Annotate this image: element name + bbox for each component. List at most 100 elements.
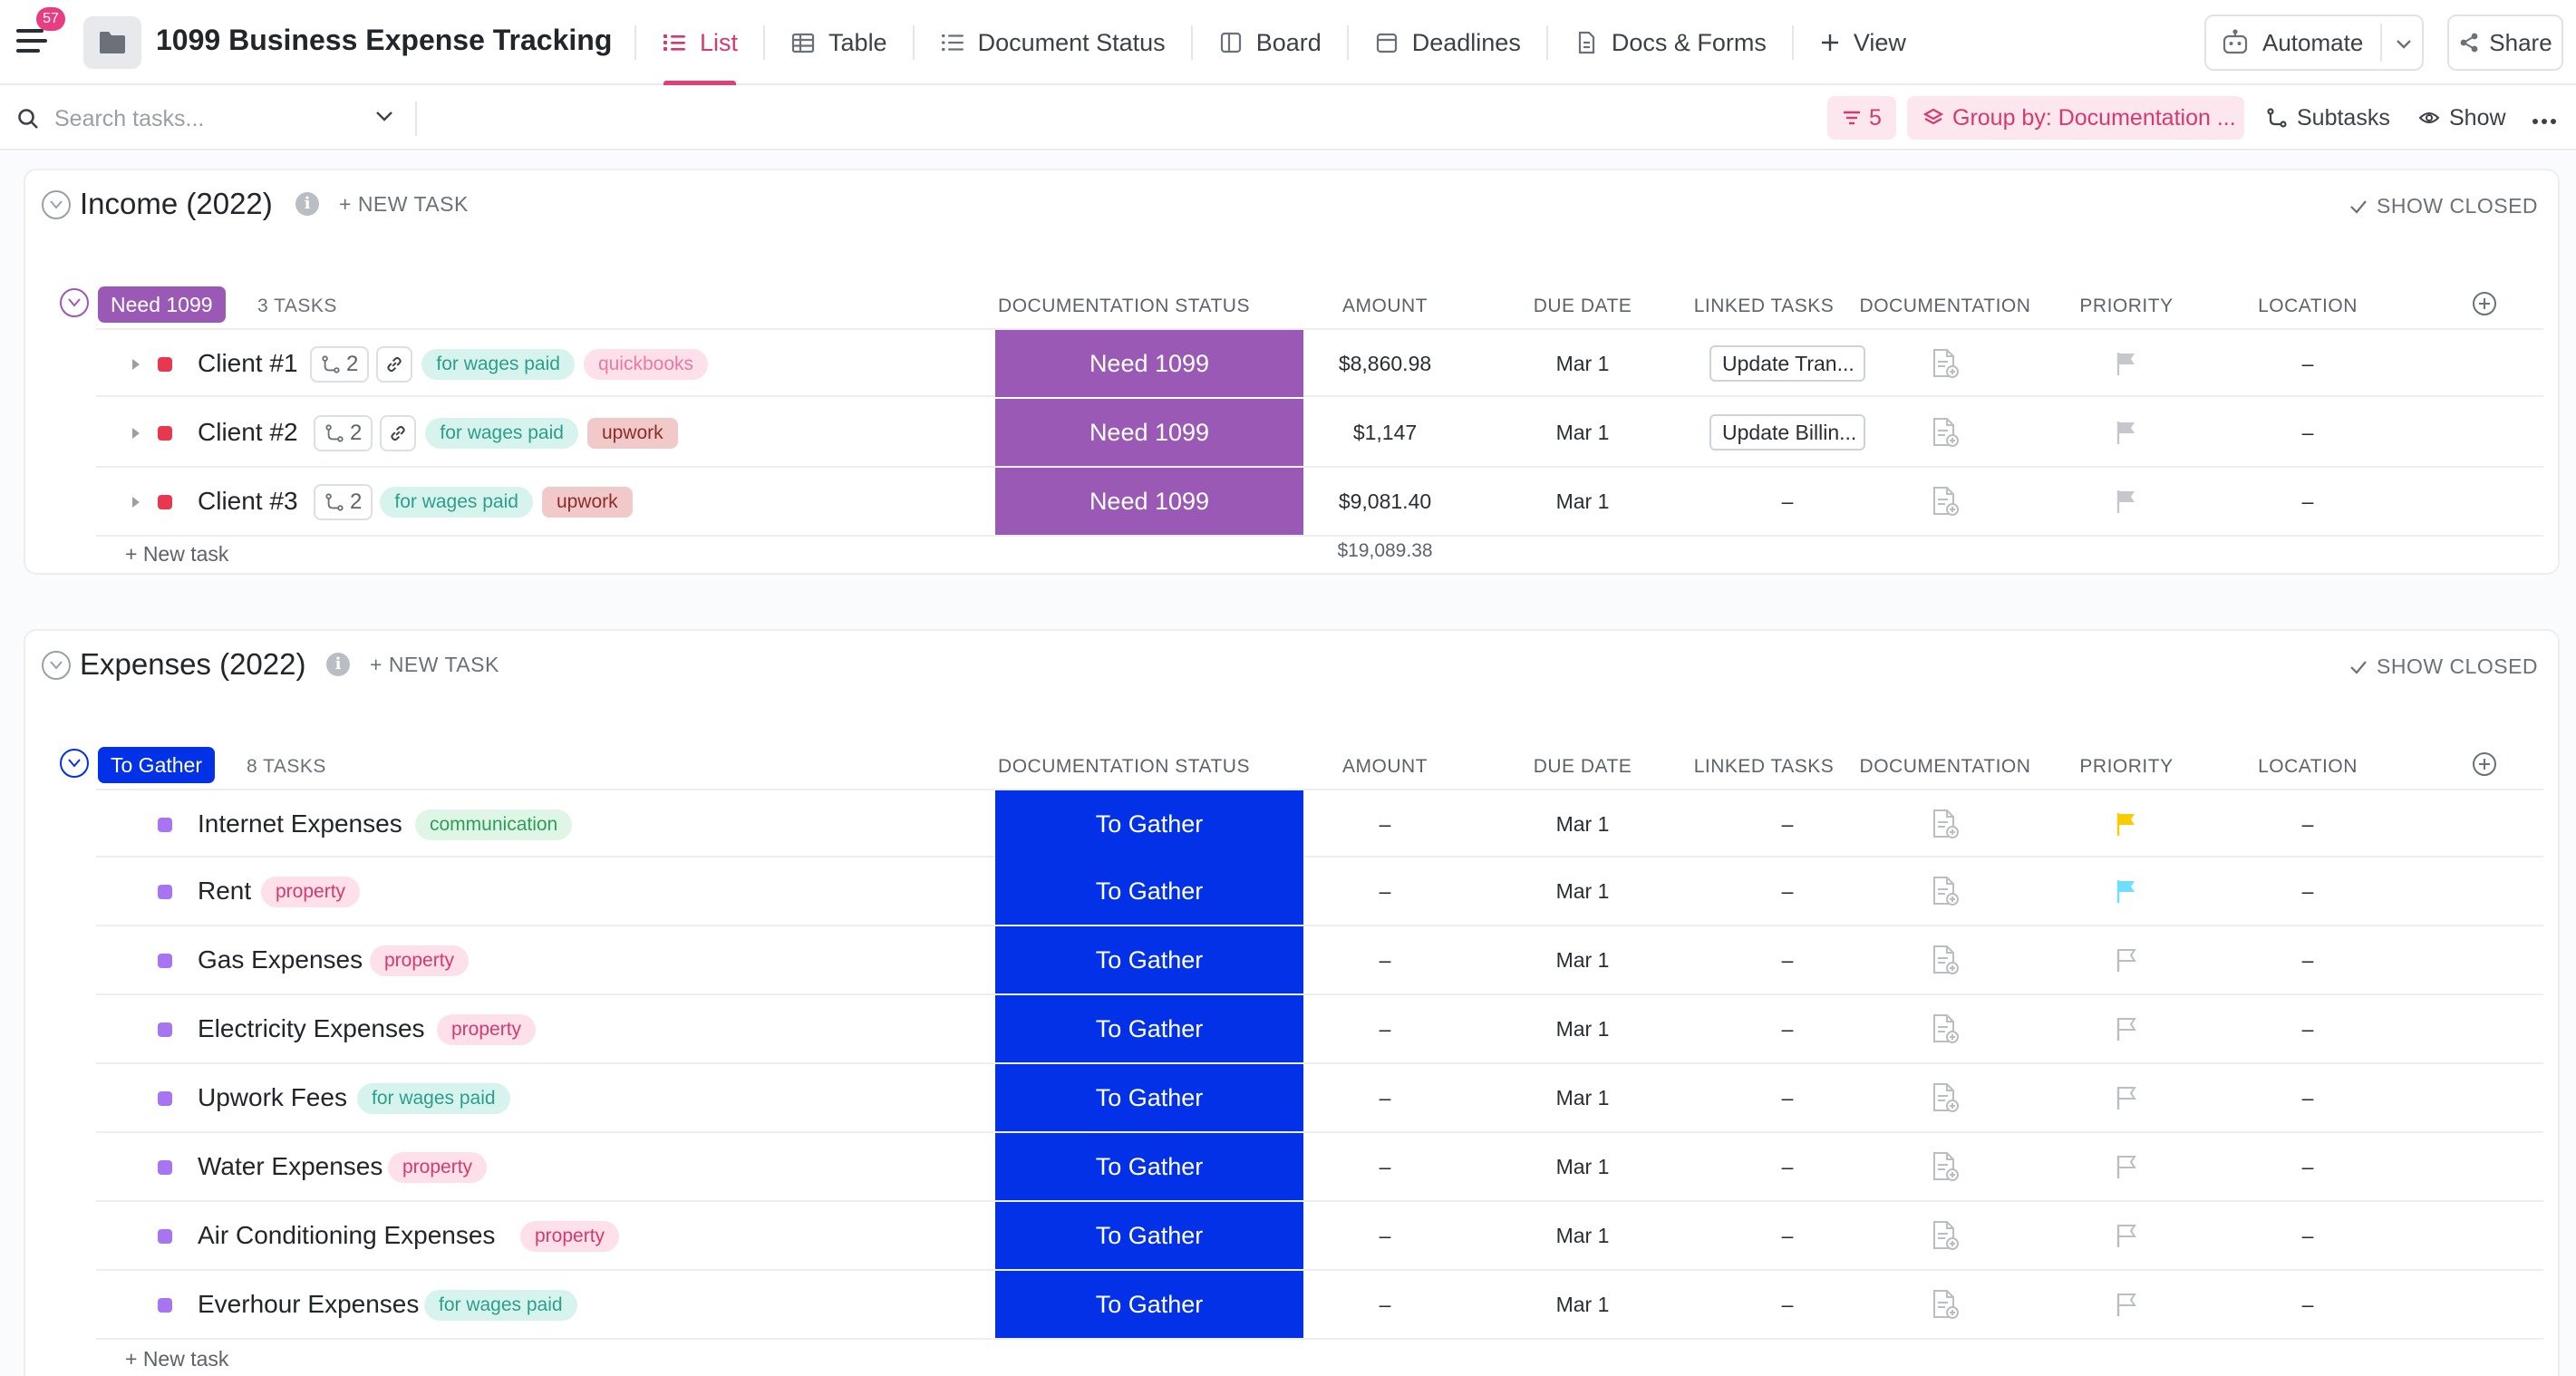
due-date-cell[interactable]: Mar 1 xyxy=(1555,1085,1610,1110)
documentation-status-cell[interactable]: To Gather xyxy=(995,1202,1303,1269)
link-icon[interactable] xyxy=(380,415,417,451)
table-row[interactable]: Client #1 2 for wages paid quickbooks Ne… xyxy=(96,328,2543,397)
collapse-group-icon[interactable] xyxy=(60,749,89,778)
table-row[interactable]: Internet Expenses communication To Gathe… xyxy=(96,789,2543,858)
table-row[interactable]: Client #3 2 for wages paid upwork Need 1… xyxy=(96,468,2543,537)
subtask-count-chip[interactable]: 2 xyxy=(310,346,370,383)
location-cell[interactable]: – xyxy=(2301,1154,2314,1178)
table-row[interactable]: Rent property To Gather – Mar 1 – – xyxy=(96,858,2543,926)
tag[interactable]: property xyxy=(370,945,470,976)
new-task-row[interactable]: + New task xyxy=(125,1347,229,1371)
tab-add-view[interactable]: View xyxy=(1794,0,1932,85)
tag[interactable]: for wages paid xyxy=(425,418,578,449)
amount-cell[interactable]: – xyxy=(1379,1223,1391,1247)
documentation-cell[interactable] xyxy=(1930,995,1961,1062)
new-task-row[interactable]: + New task xyxy=(125,542,229,566)
tag[interactable]: property xyxy=(388,1152,488,1183)
task-status-icon[interactable] xyxy=(158,1091,172,1106)
subtask-count-chip[interactable]: 2 xyxy=(314,484,373,520)
priority-cell[interactable] xyxy=(2114,995,2139,1062)
chevron-down-icon[interactable] xyxy=(2393,33,2415,54)
amount-cell[interactable]: $8,860.98 xyxy=(1338,351,1432,375)
folder-icon[interactable] xyxy=(83,16,141,69)
tag[interactable]: for wages paid xyxy=(424,1290,577,1321)
due-date-cell[interactable]: Mar 1 xyxy=(1555,489,1610,513)
table-row[interactable]: Air Conditioning Expenses property To Ga… xyxy=(96,1202,2543,1271)
info-icon[interactable]: i xyxy=(326,653,350,676)
task-status-icon[interactable] xyxy=(158,818,172,832)
location-cell[interactable]: – xyxy=(2301,1292,2314,1316)
expand-subtasks-icon[interactable] xyxy=(132,497,140,508)
documentation-cell[interactable] xyxy=(1930,858,1961,925)
amount-cell[interactable]: – xyxy=(1379,1154,1391,1178)
linked-task-chip[interactable]: Update Tran... xyxy=(1709,345,1865,382)
location-cell[interactable]: – xyxy=(2301,489,2314,513)
due-date-cell[interactable]: Mar 1 xyxy=(1555,351,1610,375)
collapse-group-icon[interactable] xyxy=(60,288,89,317)
column-header-amount[interactable]: AMOUNT xyxy=(1342,296,1428,316)
documentation-status-cell[interactable]: To Gather xyxy=(995,858,1303,925)
collapse-section-icon[interactable] xyxy=(42,190,71,219)
tab-deadlines[interactable]: Deadlines xyxy=(1349,0,1546,85)
priority-cell[interactable] xyxy=(2114,1064,2139,1131)
amount-cell[interactable]: $1,147 xyxy=(1352,420,1418,444)
share-button[interactable]: Share xyxy=(2447,15,2563,71)
task-status-icon[interactable] xyxy=(158,954,172,968)
menu-icon[interactable] xyxy=(16,25,53,56)
automate-button[interactable]: Automate xyxy=(2204,15,2424,71)
documentation-status-cell[interactable]: To Gather xyxy=(995,790,1303,858)
column-header-priority[interactable]: PRIORITY xyxy=(2079,296,2174,316)
task-status-icon[interactable] xyxy=(158,357,172,372)
priority-cell[interactable] xyxy=(2114,330,2139,397)
linked-tasks-cell[interactable]: – xyxy=(1781,1292,1794,1316)
linked-tasks-cell[interactable]: – xyxy=(1781,1016,1794,1041)
amount-cell[interactable]: – xyxy=(1379,878,1391,903)
column-header-amount[interactable]: AMOUNT xyxy=(1342,756,1428,777)
linked-tasks-cell[interactable]: – xyxy=(1781,489,1794,513)
tag[interactable]: quickbooks xyxy=(583,349,709,380)
documentation-status-cell[interactable]: Need 1099 xyxy=(995,468,1303,535)
add-column-icon[interactable] xyxy=(2471,751,2498,778)
tag[interactable]: for wages paid xyxy=(421,349,575,380)
expand-subtasks-icon[interactable] xyxy=(132,428,140,439)
show-closed-button[interactable]: SHOW CLOSED xyxy=(2349,194,2538,218)
add-column-icon[interactable] xyxy=(2471,290,2498,317)
column-header-due-date[interactable]: DUE DATE xyxy=(1533,296,1632,316)
subtask-count-chip[interactable]: 2 xyxy=(314,415,373,451)
amount-cell[interactable]: – xyxy=(1379,1016,1391,1041)
task-status-icon[interactable] xyxy=(158,1160,172,1175)
due-date-cell[interactable]: Mar 1 xyxy=(1555,878,1610,903)
amount-cell[interactable]: – xyxy=(1379,1292,1391,1316)
tag[interactable]: property xyxy=(261,877,361,907)
location-cell[interactable]: – xyxy=(2301,811,2314,836)
amount-cell[interactable]: – xyxy=(1379,1085,1391,1110)
location-cell[interactable]: – xyxy=(2301,351,2314,375)
column-header-linked-tasks[interactable]: LINKED TASKS xyxy=(1693,756,1835,777)
location-cell[interactable]: – xyxy=(2301,420,2314,444)
amount-cell[interactable]: – xyxy=(1379,811,1391,836)
location-cell[interactable]: – xyxy=(2301,947,2314,972)
documentation-status-cell[interactable]: Need 1099 xyxy=(995,399,1303,466)
collapse-section-icon[interactable] xyxy=(42,651,71,680)
table-row[interactable]: Electricity Expenses property To Gather … xyxy=(96,995,2543,1064)
chevron-down-icon[interactable] xyxy=(373,105,395,127)
tag[interactable]: upwork xyxy=(586,418,678,449)
task-name[interactable]: Electricity Expenses xyxy=(198,1014,425,1042)
task-name[interactable]: Rent xyxy=(198,877,252,905)
column-header-documentation[interactable]: DOCUMENTATION xyxy=(1859,756,2031,777)
task-status-icon[interactable] xyxy=(158,1022,172,1037)
linked-tasks-cell[interactable]: – xyxy=(1781,878,1794,903)
notification-badge[interactable]: 57 xyxy=(36,7,65,31)
priority-cell[interactable] xyxy=(2114,1202,2139,1269)
task-name[interactable]: Upwork Fees xyxy=(198,1083,347,1111)
link-icon[interactable] xyxy=(376,346,413,383)
documentation-cell[interactable] xyxy=(1930,1202,1961,1269)
info-icon[interactable]: i xyxy=(295,192,319,216)
tag[interactable]: communication xyxy=(415,809,573,840)
priority-cell[interactable] xyxy=(2114,926,2139,993)
location-cell[interactable]: – xyxy=(2301,1016,2314,1041)
due-date-cell[interactable]: Mar 1 xyxy=(1555,947,1610,972)
column-header-priority[interactable]: PRIORITY xyxy=(2079,756,2174,777)
linked-task-chip[interactable]: Update Billin... xyxy=(1709,414,1865,451)
location-cell[interactable]: – xyxy=(2301,878,2314,903)
